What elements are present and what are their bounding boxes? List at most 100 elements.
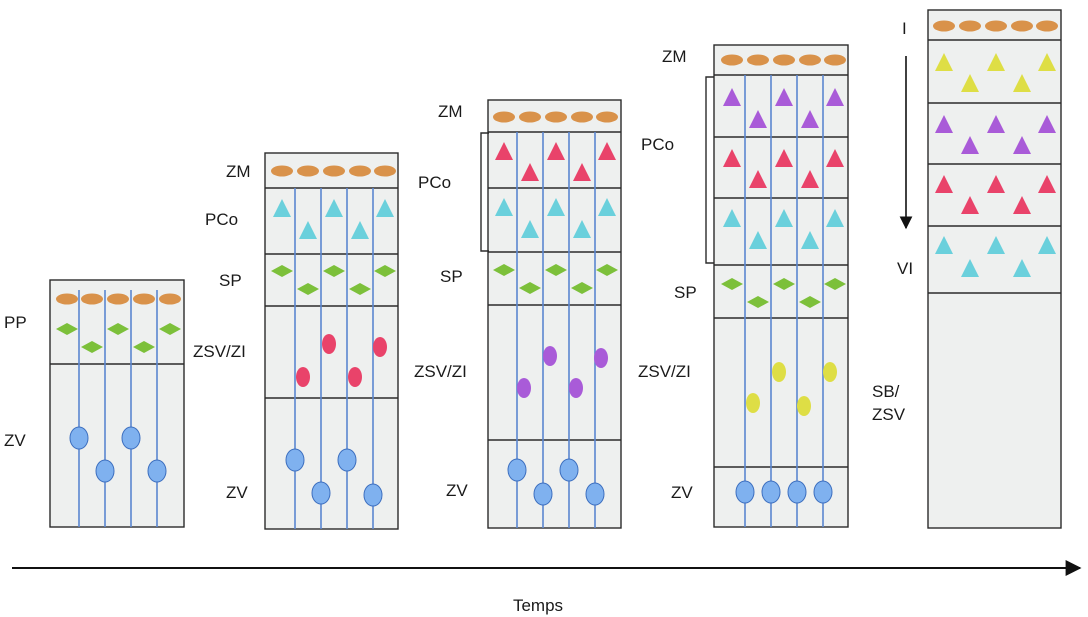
cyan-triangle-cell: [573, 220, 591, 238]
yellow-triangle-cell: [961, 74, 979, 92]
green-diamond-cell: [81, 341, 103, 353]
blue-cell: [585, 482, 605, 506]
purple-cell: [594, 348, 608, 368]
red-triangle-cell: [987, 175, 1005, 193]
label-layer-vi: VI: [897, 259, 913, 278]
purple-triangle-cell: [1013, 136, 1031, 154]
blue-cell: [69, 426, 89, 450]
green-diamond-cell: [571, 282, 593, 294]
orange-cell: [271, 165, 293, 177]
label-zm: ZM: [226, 162, 251, 181]
red-triangle-cell: [801, 170, 819, 188]
yellow-cell: [823, 362, 837, 382]
green-diamond-cell: [374, 265, 396, 277]
purple-oval-cells: [517, 346, 608, 398]
blue-cell: [761, 480, 781, 504]
cyan-triangle-cell: [1038, 236, 1056, 254]
orange-cell: [374, 165, 396, 177]
cyan-triangle-cell: [775, 209, 793, 227]
stage-5: I VI SB/ ZSV: [872, 9, 1062, 529]
cyan-triangle-cell: [1013, 259, 1031, 277]
label-zv: ZV: [671, 483, 693, 502]
label-pp: PP: [4, 313, 27, 332]
orange-cell: [1011, 20, 1033, 32]
cyan-triangle-cells: [495, 198, 616, 238]
cyan-triangle-cell: [273, 199, 291, 217]
orange-cell: [323, 165, 345, 177]
stage-4: ZM PCo SP ZSV/ZI ZV: [638, 44, 849, 528]
green-diamond-cell: [271, 265, 293, 277]
cyan-triangle-cells: [723, 209, 844, 249]
stage-3: ZM PCo SP ZSV/ZI ZV: [414, 99, 622, 529]
label-zm: ZM: [438, 102, 463, 121]
red-triangle-cell: [573, 163, 591, 181]
orange-cell: [81, 293, 103, 305]
blue-cell: [735, 480, 755, 504]
stage-1-box: [49, 279, 185, 528]
green-diamond-cell: [349, 283, 371, 295]
orange-cell: [824, 54, 846, 66]
red-triangle-cell: [961, 196, 979, 214]
purple-triangle-cell: [826, 88, 844, 106]
red-triangle-cell: [495, 142, 513, 160]
cyan-triangle-cell: [826, 209, 844, 227]
pco-bracket: [480, 132, 489, 252]
blue-cell: [533, 482, 553, 506]
time-axis: Temps: [12, 560, 1082, 615]
green-diamond-cell: [824, 278, 846, 290]
purple-triangle-cell: [987, 115, 1005, 133]
blue-cell: [363, 483, 383, 507]
green-diamond-cell: [545, 264, 567, 276]
purple-triangle-cell: [775, 88, 793, 106]
blue-cell: [813, 480, 833, 504]
green-diamond-cell: [519, 282, 541, 294]
red-triangle-cell: [1013, 196, 1031, 214]
orange-cell: [545, 111, 567, 123]
green-diamond-cell: [133, 341, 155, 353]
orange-cell: [56, 293, 78, 305]
green-diamond-cell: [747, 296, 769, 308]
green-diamond-cell: [107, 323, 129, 335]
purple-triangle-cell: [1038, 115, 1056, 133]
yellow-triangle-cell: [987, 53, 1005, 71]
blue-oval-cells: [735, 480, 833, 504]
purple-triangle-cell: [749, 110, 767, 128]
label-zsv-zi: ZSV/ZI: [414, 362, 467, 381]
cyan-triangle-cell: [961, 259, 979, 277]
stage-5-box: [927, 9, 1062, 529]
blue-cell: [121, 426, 141, 450]
red-triangle-cell: [935, 175, 953, 193]
blue-cell: [311, 481, 331, 505]
cyan-triangle-cell: [935, 236, 953, 254]
purple-triangle-cell: [935, 115, 953, 133]
cyan-triangle-cell: [987, 236, 1005, 254]
green-diamond-cells: [56, 323, 181, 353]
cyan-triangle-cell: [495, 198, 513, 216]
cyan-triangle-cell: [299, 221, 317, 239]
blue-cell: [787, 480, 807, 504]
red-triangle-cell: [598, 142, 616, 160]
radial-glia-fibers: [294, 188, 374, 529]
purple-triangle-cells: [935, 115, 1056, 154]
yellow-cell: [797, 396, 811, 416]
pco-bracket: [705, 76, 714, 264]
orange-cell: [721, 54, 743, 66]
blue-oval-cells: [69, 426, 167, 483]
orange-cell: [493, 111, 515, 123]
label-zv: ZV: [446, 481, 468, 500]
yellow-triangle-cell: [935, 53, 953, 71]
cyan-triangle-cell: [801, 231, 819, 249]
purple-triangle-cell: [801, 110, 819, 128]
blue-cell: [507, 458, 527, 482]
blue-oval-cells: [285, 448, 383, 507]
label-sp: SP: [219, 271, 242, 290]
orange-ellipse-row: [493, 111, 618, 123]
label-pco: PCo: [205, 210, 238, 229]
blue-cell: [559, 458, 579, 482]
radial-glia-fibers: [744, 75, 824, 527]
purple-triangle-cell: [723, 88, 741, 106]
green-diamond-cell: [56, 323, 78, 335]
orange-cell: [1036, 20, 1058, 32]
cyan-triangle-cell: [376, 199, 394, 217]
cyan-triangle-cells: [273, 199, 394, 239]
